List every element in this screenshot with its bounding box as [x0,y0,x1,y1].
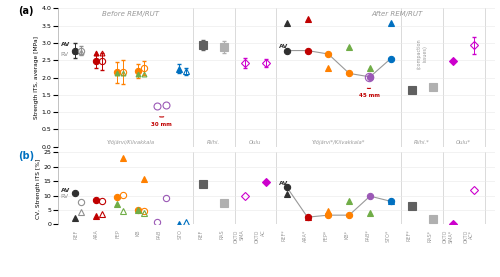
Text: OKTO
SMA: OKTO SMA [234,230,245,243]
Text: AV: AV [280,44,289,49]
Text: RV: RV [60,52,69,57]
Text: Oulu*: Oulu* [456,140,471,145]
Text: OKTO
AC*: OKTO AC* [464,230,474,243]
Text: 30 mm: 30 mm [152,122,172,127]
Text: (a): (a) [18,6,34,16]
Text: (compaction
issues): (compaction issues) [416,38,428,69]
Text: REF: REF [74,230,78,239]
Text: REF: REF [198,230,203,239]
Text: RAS*: RAS* [428,230,432,242]
Text: OKTO
AC: OKTO AC [255,230,266,243]
Text: PAB*: PAB* [365,230,370,242]
Text: AV: AV [60,188,70,193]
Text: RAS: RAS [219,230,224,239]
Text: 45 mm: 45 mm [358,93,380,98]
Text: REF*: REF* [282,230,286,241]
Text: After REM/RUT: After REM/RUT [372,11,422,17]
Text: KB*: KB* [344,230,349,239]
Text: FEP: FEP [115,230,120,238]
Text: Ylöjärvi*/Kilvakkala*: Ylöjärvi*/Kilvakkala* [312,140,366,145]
Text: Oulu: Oulu [249,140,262,145]
Y-axis label: Strength ITS, average [MPa]: Strength ITS, average [MPa] [34,36,38,119]
Text: Before REM/RUT: Before REM/RUT [102,11,159,17]
Text: PAB: PAB [156,230,162,239]
Text: STO*: STO* [386,230,391,242]
Text: FEP*: FEP* [324,230,328,241]
Text: (b): (b) [18,151,34,161]
Text: REF*: REF* [406,230,412,241]
Text: AV: AV [280,181,289,186]
Text: Riihi.: Riihi. [207,140,220,145]
Y-axis label: CV, Strength ITS [%]: CV, Strength ITS [%] [36,158,41,219]
Text: RV: RV [60,194,69,199]
Text: AV: AV [60,42,70,47]
Text: KB: KB [136,230,141,236]
Text: Ylöjärvi/Kilvakkala: Ylöjärvi/Kilvakkala [106,140,154,145]
Text: ARA: ARA [94,230,99,239]
Text: STO: STO [178,230,182,239]
Text: OKTO
SMA*: OKTO SMA* [442,230,454,243]
Text: ARA*: ARA* [302,230,308,242]
Text: Riihi.*: Riihi.* [414,140,430,145]
